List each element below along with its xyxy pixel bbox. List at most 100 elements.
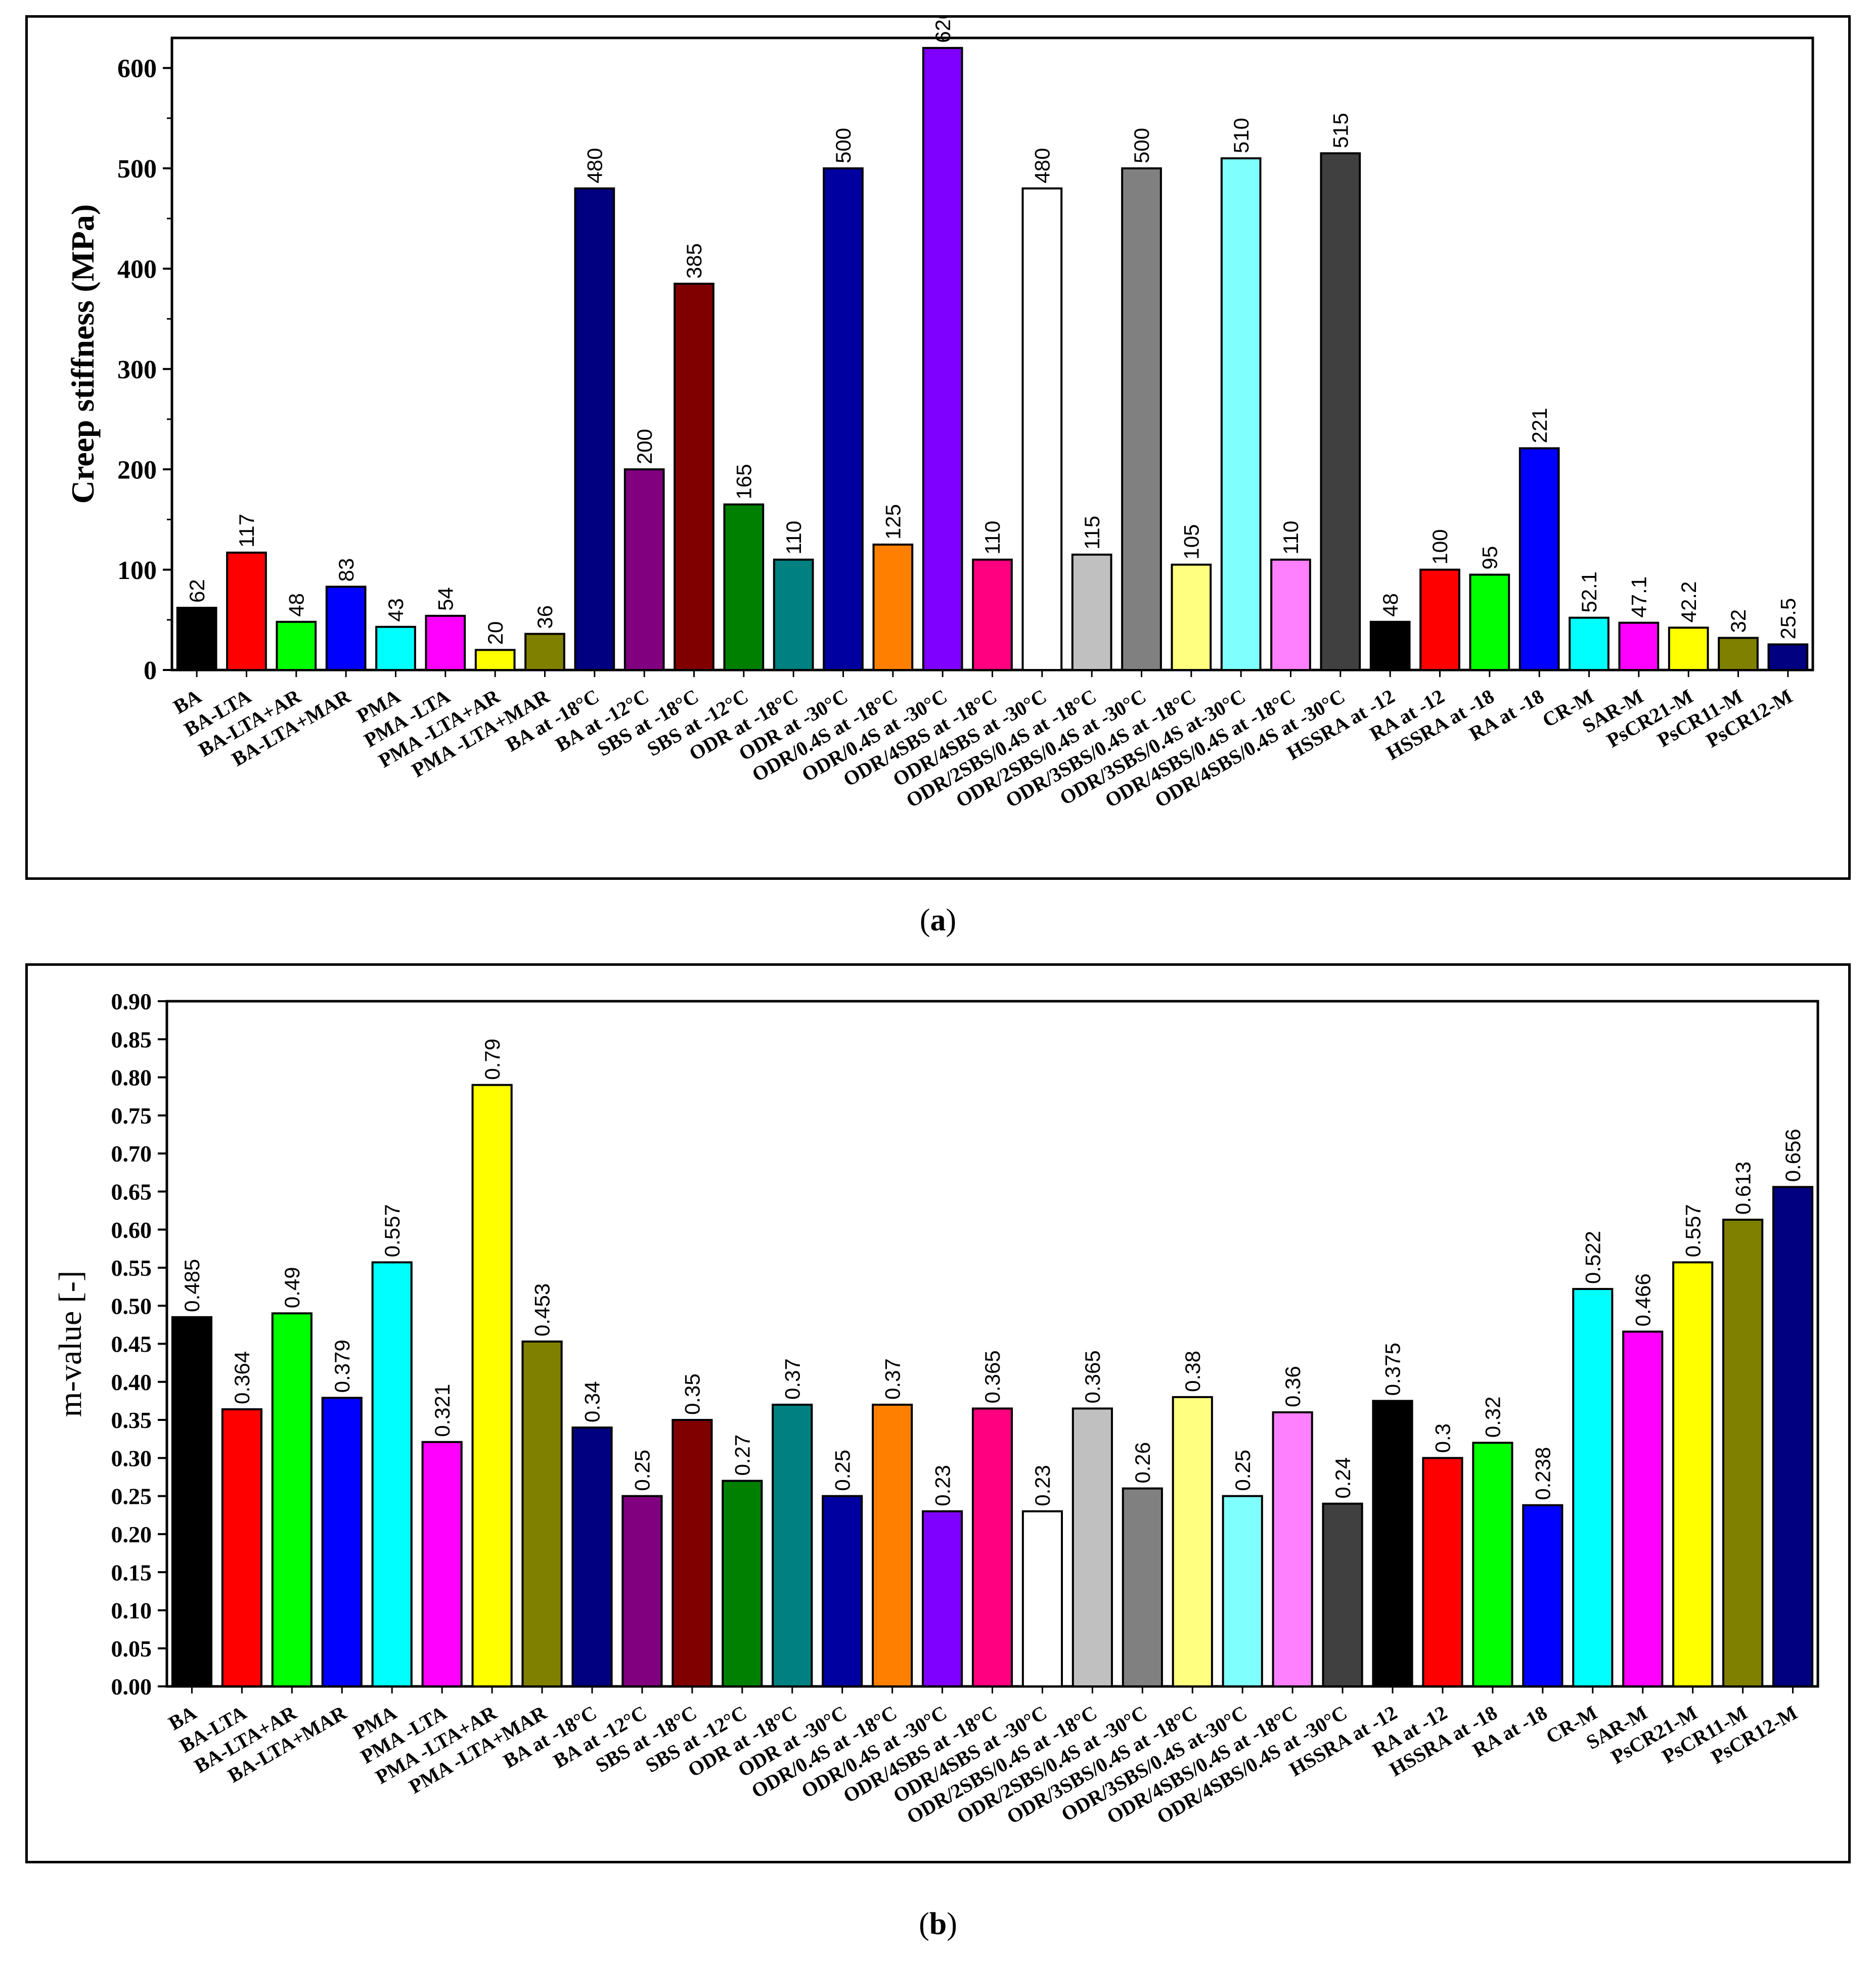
bar-value-label: 500 xyxy=(831,128,855,163)
bar-value-label: 0.26 xyxy=(1131,1442,1154,1484)
bar xyxy=(773,558,814,671)
caption-a: (a) xyxy=(919,903,957,938)
bar-value-label: 110 xyxy=(1279,521,1303,555)
bar-value-label: 0.25 xyxy=(631,1450,654,1491)
bar xyxy=(321,1397,363,1687)
bar xyxy=(1322,1502,1363,1687)
bar-value-label: 0.23 xyxy=(1031,1465,1054,1506)
bar-value-label: 0.34 xyxy=(580,1381,604,1422)
bar-value-label: 0.23 xyxy=(930,1465,954,1506)
bar-value-label: 515 xyxy=(1329,113,1353,148)
bar-value-label: 0.365 xyxy=(980,1350,1004,1403)
bar xyxy=(226,551,267,672)
bar xyxy=(1172,1396,1213,1687)
bar xyxy=(822,1495,863,1687)
bar xyxy=(524,633,565,671)
bar-value-label: 0.37 xyxy=(780,1358,804,1400)
bar xyxy=(1320,152,1361,671)
bar xyxy=(823,167,864,671)
y-tick-label: 0.05 xyxy=(111,1636,152,1662)
y-axis-label: Creep stiffness (MPa) xyxy=(65,204,101,504)
bar-value-label: 62 xyxy=(185,579,209,603)
bar xyxy=(1618,621,1660,671)
y-tick-label: 0.35 xyxy=(111,1407,152,1433)
bar-value-label: 385 xyxy=(682,243,706,279)
bar-value-label: 115 xyxy=(1080,516,1104,550)
bar xyxy=(972,558,1013,671)
bar xyxy=(623,468,665,672)
bar xyxy=(1071,553,1112,672)
bar-value-label: 510 xyxy=(1229,118,1253,153)
bar-value-label: 32 xyxy=(1726,609,1750,633)
y-tick-label: 0.15 xyxy=(111,1559,152,1585)
bar-value-label: 95 xyxy=(1478,546,1502,570)
bar xyxy=(1122,1487,1163,1687)
y-tick-label: 0.65 xyxy=(111,1179,152,1204)
m-value-chart: 0.00 0.05 0.10 0.15 0.20 0.25 0.30 0.35 0.40 0.45… xyxy=(52,989,1819,1828)
bar xyxy=(1472,1442,1513,1687)
bar xyxy=(1772,1186,1814,1688)
bar xyxy=(1419,568,1460,671)
y-tick-label: 300 xyxy=(117,355,157,384)
bar-value-label: 110 xyxy=(782,521,806,555)
bar-value-label: 500 xyxy=(1130,128,1153,163)
bar-value-label: 0.379 xyxy=(330,1340,354,1393)
caption-a-letter: a xyxy=(930,903,946,938)
bar xyxy=(521,1340,563,1687)
creep-stiffness-chart: 0 100 200 300 400 500 600 Creep stiffness (MPa)… xyxy=(65,18,1814,812)
bar-value-label: 0.238 xyxy=(1531,1447,1555,1500)
y-tick-label: 500 xyxy=(117,155,157,184)
y-tick-label: 0.30 xyxy=(111,1445,152,1471)
caption-b: (b) xyxy=(919,1907,957,1941)
bar-value-label: 0.485 xyxy=(180,1259,204,1312)
bar xyxy=(1270,558,1311,671)
bar xyxy=(221,1408,262,1687)
bar xyxy=(1021,1510,1063,1687)
bar-value-label: 83 xyxy=(334,558,358,582)
y-tick-label: 100 xyxy=(117,556,157,585)
y-tick-label: 0.25 xyxy=(111,1484,152,1509)
bar xyxy=(1718,637,1759,671)
bar-value-label: 0.27 xyxy=(731,1435,754,1476)
bar-value-label: 47.1 xyxy=(1627,576,1651,618)
bar-value-label: 105 xyxy=(1180,524,1203,560)
bar-value-label: 0.37 xyxy=(880,1358,904,1400)
bar-value-label: 36 xyxy=(533,605,557,629)
bar-value-label: 221 xyxy=(1528,408,1551,443)
bar-value-label: 100 xyxy=(1428,529,1452,565)
y-tick-label: 0.75 xyxy=(111,1103,152,1129)
bar xyxy=(723,503,765,671)
bar-value-label: 52.1 xyxy=(1577,571,1601,613)
bar xyxy=(1622,1330,1664,1687)
bar-value-label: 0.321 xyxy=(430,1384,454,1437)
bar xyxy=(1369,620,1411,672)
bar-value-label: 0.79 xyxy=(480,1039,504,1080)
bar-value-label: 0.557 xyxy=(380,1204,404,1257)
bar xyxy=(672,1419,713,1687)
bar xyxy=(276,620,317,672)
bar-value-label: 480 xyxy=(583,148,607,184)
bar-value-label: 0.3 xyxy=(1431,1423,1455,1453)
caption-b-letter: b xyxy=(929,1907,947,1941)
y-tick-label: 0.20 xyxy=(111,1522,152,1547)
bar xyxy=(375,626,416,671)
bar xyxy=(325,586,367,672)
bar xyxy=(176,606,217,672)
bar xyxy=(1220,157,1262,672)
bar-value-label: 165 xyxy=(732,464,756,500)
bar xyxy=(872,543,914,671)
bar xyxy=(271,1312,312,1687)
bar xyxy=(1518,447,1560,671)
bar-value-label: 42.2 xyxy=(1677,582,1701,623)
y-tick-label: 0.80 xyxy=(111,1065,152,1091)
y-tick-label: 200 xyxy=(117,456,157,484)
bar xyxy=(1569,616,1610,671)
chart-panel-a: 0 100 200 300 400 500 600 Creep stiffness (MPa)… xyxy=(25,15,1851,880)
bar-value-label: 0.49 xyxy=(280,1267,304,1309)
bar xyxy=(1372,1400,1413,1687)
y-tick-label: 600 xyxy=(117,55,157,83)
bar-value-label: 0.364 xyxy=(230,1351,254,1404)
bar-value-label: 110 xyxy=(980,521,1004,555)
y-tick-label: 0.00 xyxy=(111,1674,152,1700)
bar-value-label: 48 xyxy=(1378,593,1402,617)
